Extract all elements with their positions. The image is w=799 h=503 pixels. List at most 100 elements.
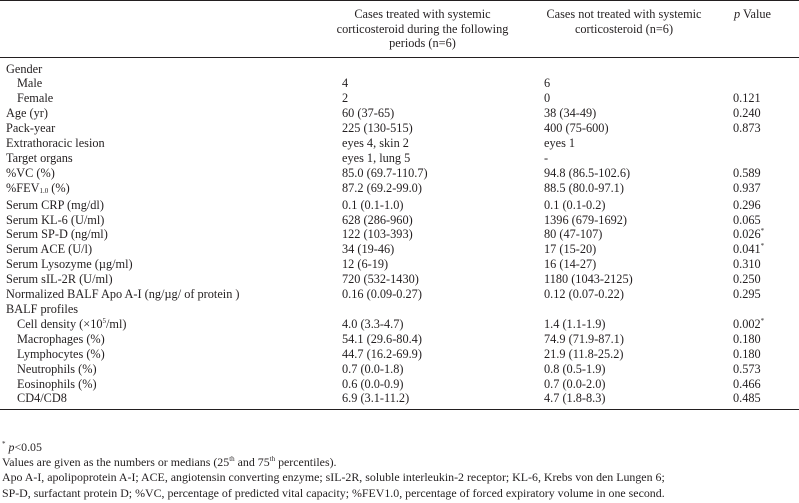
table-row: Female 2 0 0.121 <box>0 91 799 106</box>
row-label: CD4/CD8 <box>0 391 319 411</box>
p-value: 0.180 <box>733 346 761 361</box>
table-row: Extrathoracic lesion eyes 4, skin 2 eyes 1 <box>0 136 799 151</box>
p-value: 0.589 <box>733 165 761 180</box>
p-value: 0.485 <box>722 391 799 411</box>
not-treated-value: 4.7 (1.8-8.3) <box>526 391 722 411</box>
row-label: Serum Lysozyme (µg/ml) <box>6 257 133 272</box>
significance-mark: * <box>760 242 765 251</box>
table-row: BALF profiles <box>0 302 799 317</box>
treated-value: eyes 1, lung 5 <box>342 150 411 165</box>
table-footnotes: * p<0.05 Values are given as the numbers… <box>2 440 799 501</box>
footnote-abbreviations-2: SP-D, surfactant protein D; %VC, percent… <box>2 485 665 500</box>
row-label: Serum SP-D (ng/ml) <box>6 227 108 242</box>
row-label: Serum ACE (U/l) <box>6 242 93 257</box>
results-table: Cases treated with systemic corticostero… <box>0 0 799 411</box>
table-row: Cell density (×105/ml) 4.0 (3.3-4.7) 1.4 (… <box>0 317 799 332</box>
p-value <box>722 151 799 166</box>
header-variable <box>0 0 319 58</box>
not-treated-value: 0.7 (0.0-2.0) <box>544 376 606 391</box>
footnote-abbreviations-1: Apo A-I, apolipoprotein A-I; ACE, angiot… <box>2 470 665 485</box>
table-row: Age (yr) 60 (37-65) 38 (34-49) 0.240 <box>0 106 799 121</box>
row-label: %FEV1.0 (%) <box>6 180 70 195</box>
not-treated-value: 21.9 (11.8-25.2) <box>544 346 624 361</box>
not-treated-value: 94.8 (86.5-102.6) <box>544 165 631 180</box>
not-treated-value: 80 (47-107) <box>544 227 603 242</box>
header-treated: Cases treated with systemic corticostero… <box>319 0 526 58</box>
row-label: Cell density (×105/ml) <box>17 316 127 331</box>
not-treated-value: - <box>544 150 549 165</box>
table-row: Gender <box>0 57 799 76</box>
not-treated-value: 0.8 (0.5-1.9) <box>544 361 606 376</box>
treated-value: 12 (6-19) <box>342 257 389 272</box>
not-treated-value: 74.9 (71.9-87.1) <box>544 331 624 346</box>
table-row: Neutrophils (%) 0.7 (0.0-1.8) 0.8 (0.5-1.9… <box>0 362 799 377</box>
p-value: 0.873 <box>733 121 761 136</box>
not-treated-value: 6 <box>544 76 551 91</box>
treated-value: 34 (19-46) <box>342 242 395 257</box>
treated-value: 0.7 (0.0-1.8) <box>342 361 404 376</box>
not-treated-value: 0 <box>544 91 551 106</box>
table-header-row: Cases treated with systemic corticostero… <box>0 0 799 58</box>
table-row: CD4/CD8 6.9 (3.1-11.2) 4.7 (1.8-8.3) 0.485 <box>0 391 799 411</box>
p-value: 0.240 <box>733 106 761 121</box>
row-label: Serum sIL-2R (U/ml) <box>6 272 113 287</box>
table-row: %VC (%) 85.0 (69.7-110.7) 94.8 (86.5-102.6… <box>0 166 799 181</box>
p-value: 0.937 <box>733 180 761 195</box>
not-treated-value: 400 (75-600) <box>544 121 609 136</box>
p-value: 0.466 <box>733 376 761 391</box>
treated-value: 4.0 (3.3-4.7) <box>342 316 404 331</box>
treated-value: 6.9 (3.1-11.2) <box>319 391 526 411</box>
not-treated-value: 88.5 (80.0-97.1) <box>544 180 624 195</box>
treated-value: 0.1 (0.1-1.0) <box>342 197 404 212</box>
treated-value: 4 <box>342 76 349 91</box>
treated-value: 122 (103-393) <box>342 227 413 242</box>
treated-value: 85.0 (69.7-110.7) <box>342 165 428 180</box>
treated-value: 2 <box>342 91 349 106</box>
treated-value: 54.1 (29.6-80.4) <box>342 331 422 346</box>
treated-value: 0.16 (0.09-0.27) <box>342 287 422 302</box>
treated-value: 87.2 (69.2-99.0) <box>342 180 422 195</box>
p-value <box>722 57 799 76</box>
treated-value: eyes 4, skin 2 <box>342 136 409 151</box>
p-value: 0.310 <box>733 257 761 272</box>
p-value: 0.041* <box>733 242 765 257</box>
not-treated-value: 38 (34-49) <box>544 106 597 121</box>
p-value <box>722 136 799 151</box>
significance-mark: * <box>760 227 765 236</box>
row-label: %VC (%) <box>6 165 55 180</box>
p-value: 0.295 <box>733 287 761 302</box>
table-row: Male 4 6 <box>0 76 799 91</box>
row-label: Eosinophils (%) <box>17 376 97 391</box>
row-label: Age (yr) <box>6 106 48 121</box>
p-value: 0.180 <box>733 331 761 346</box>
table-row: Serum KL-6 (U/ml) 628 (286-960) 1396 (679-… <box>0 213 799 228</box>
p-value <box>722 76 799 91</box>
p-value: 0.296 <box>733 197 761 212</box>
treated-value <box>319 302 526 317</box>
row-label: Normalized BALF Apo A-I (ng/µg/ of prote… <box>6 287 240 302</box>
table-row: Serum CRP (mg/dl) 0.1 (0.1-1.0) 0.1 (0.1-0… <box>0 198 799 213</box>
not-treated-value <box>526 57 722 76</box>
p-value: 0.250 <box>733 272 761 287</box>
not-treated-value: 1.4 (1.1-1.9) <box>544 316 606 331</box>
not-treated-value: 0.1 (0.1-0.2) <box>544 197 606 212</box>
row-label: Gender <box>6 61 43 76</box>
treated-value: 60 (37-65) <box>342 106 395 121</box>
table-row: Macrophages (%) 54.1 (29.6-80.4) 74.9 (71.… <box>0 332 799 347</box>
header-p-value: p Value <box>722 0 799 58</box>
p-value <box>722 302 799 317</box>
treated-value: 0.6 (0.0-0.9) <box>342 376 404 391</box>
not-treated-value: 1180 (1043-2125) <box>544 272 633 287</box>
significance-mark: * <box>760 316 765 325</box>
treated-value <box>319 57 526 76</box>
table-row: Serum Lysozyme (µg/ml) 12 (6-19) 16 (14-27… <box>0 257 799 272</box>
table-row: Eosinophils (%) 0.6 (0.0-0.9) 0.7 (0.0-2.0… <box>0 377 799 392</box>
not-treated-value <box>526 302 722 317</box>
footnote-values: Values are given as the numbers or media… <box>2 455 337 470</box>
table-row: Serum SP-D (ng/ml) 122 (103-393) 80 (47-10… <box>0 227 799 242</box>
treated-value: 720 (532-1430) <box>342 272 419 287</box>
row-label: Target organs <box>6 150 73 165</box>
row-label: Female <box>17 91 54 106</box>
p-value: 0.121 <box>733 91 761 106</box>
